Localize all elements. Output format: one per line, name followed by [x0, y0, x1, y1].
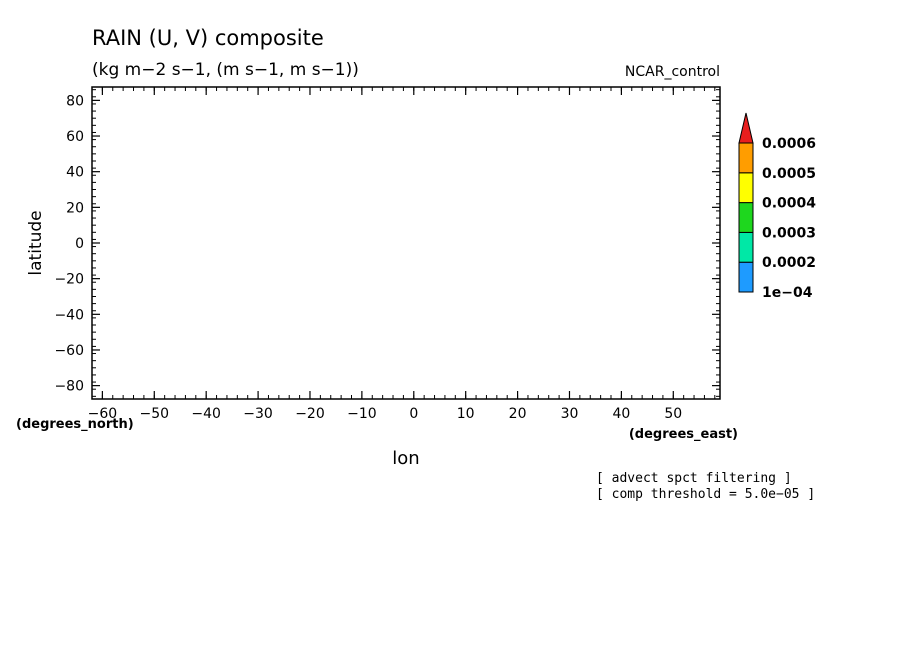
y-axis-label: latitude: [26, 210, 46, 275]
colorbar-level-label: 1e−04: [762, 285, 813, 301]
colorbar-segment: [738, 231, 754, 263]
minor-ticks: [91, 87, 720, 399]
colorbar: 1e−04 0.0002 0.0003 0.0004 0.0005 0.0006: [738, 112, 816, 301]
colorbar-segment: [738, 172, 754, 204]
y-tick-label: 80: [66, 93, 84, 109]
x-tick-label: −20: [295, 406, 325, 422]
plot-area: [91, 86, 721, 400]
x-tick-label: 0: [409, 406, 418, 422]
x-tick-label: 30: [561, 406, 579, 422]
note-filtering: [ advect spct filtering ]: [596, 471, 792, 486]
experiment-label: NCAR_control: [625, 64, 720, 80]
colorbar-segment: [738, 142, 754, 174]
y-tick-label: 40: [66, 165, 84, 181]
x-tick-label: 10: [457, 406, 475, 422]
x-axis: −60 −50 −40 −30 −20 −10 0 10 20 30 40 50: [88, 87, 682, 422]
x-axis-label: lon: [392, 448, 419, 469]
plot-frame: [91, 86, 721, 400]
y-tick-label: 60: [66, 129, 84, 145]
y-tick-label: 20: [66, 200, 84, 216]
x-tick-label: −50: [140, 406, 170, 422]
colorbar-segment: [738, 261, 754, 293]
x-axis-units: (degrees_east): [629, 427, 738, 442]
colorbar-level-label: 0.0002: [762, 255, 816, 271]
x-tick-label: −40: [191, 406, 221, 422]
colorbar-level-label: 0.0003: [762, 225, 816, 241]
chart-subtitle: (kg m−2 s−1, (m s−1, m s−1)): [92, 60, 359, 80]
y-tick-label: 0: [75, 236, 84, 252]
colorbar-level-label: 0.0004: [762, 196, 816, 212]
note-threshold: [ comp threshold = 5.0e−05 ]: [596, 487, 815, 502]
chart-title: RAIN (U, V) composite: [92, 26, 324, 50]
y-axis: 80 60 40 20 0 −20 −40 −60 −80: [54, 93, 720, 395]
colorbar-level-label: 0.0006: [762, 136, 816, 152]
y-tick-label: −40: [54, 307, 84, 323]
colorbar-segment: [738, 202, 754, 233]
x-tick-label: −60: [88, 406, 118, 422]
x-tick-label: 50: [664, 406, 682, 422]
y-tick-label: −60: [54, 343, 84, 359]
x-tick-label: −10: [347, 406, 377, 422]
y-axis-units: (degrees_north): [16, 417, 134, 432]
colorbar-extend-triangle: [738, 112, 754, 144]
y-tick-label: −20: [54, 272, 84, 288]
x-tick-label: 40: [612, 406, 630, 422]
x-tick-label: 20: [509, 406, 527, 422]
colorbar-level-label: 0.0005: [762, 166, 816, 182]
x-tick-label: −30: [243, 406, 273, 422]
y-tick-label: −80: [54, 379, 84, 395]
